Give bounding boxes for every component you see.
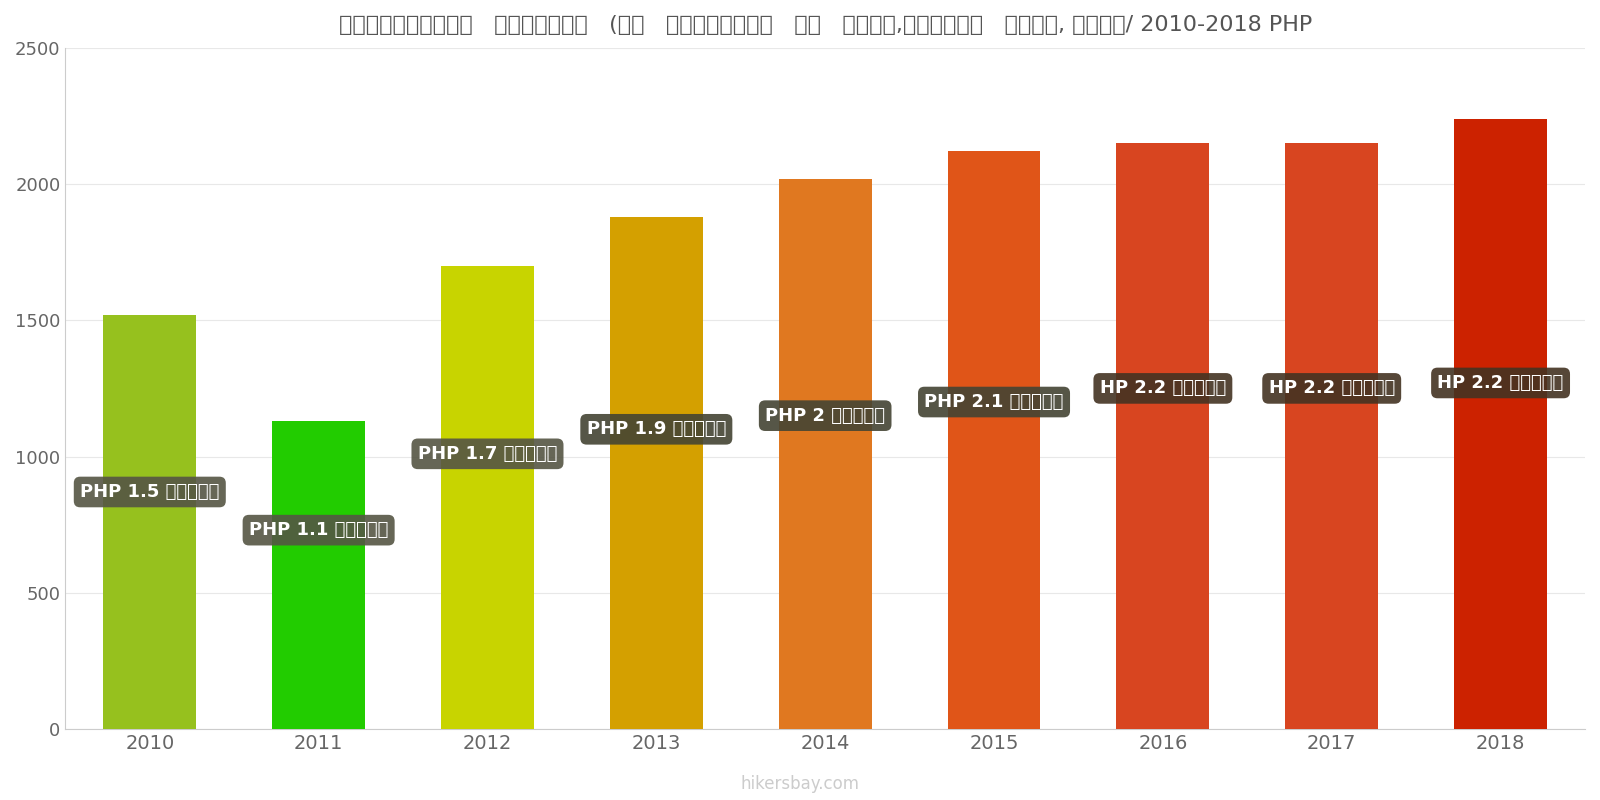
Text: hikersbay.com: hikersbay.com — [741, 775, 859, 793]
Text: PHP 2 हज़ार: PHP 2 हज़ार — [765, 406, 885, 425]
Text: HP 2.2 हज़ार: HP 2.2 हज़ार — [1269, 379, 1395, 398]
Title: फ़िलीपीन्स   इंटरनेट   (००   एमबीपीएस   या   अधिक,असीमित   डेटा, केबल/ 2010-2018: फ़िलीपीन्स इंटरनेट (०० एमबीपीएस या अधिक,… — [339, 15, 1312, 35]
Bar — [947, 151, 1040, 729]
Bar — [272, 421, 365, 729]
Bar — [779, 178, 872, 729]
Bar — [104, 315, 197, 729]
Text: PHP 1.7 हज़ार: PHP 1.7 हज़ार — [418, 445, 557, 463]
Bar — [1285, 143, 1378, 729]
Text: PHP 1.1 हज़ार: PHP 1.1 हज़ार — [250, 521, 389, 539]
Bar — [442, 266, 534, 729]
Text: HP 2.2 हज़ार: HP 2.2 हज़ार — [1437, 374, 1563, 392]
Bar — [1454, 118, 1547, 729]
Text: HP 2.2 हज़ार: HP 2.2 हज़ार — [1099, 379, 1226, 398]
Text: PHP 2.1 हज़ार: PHP 2.1 हज़ार — [925, 393, 1064, 411]
Bar — [1117, 143, 1210, 729]
Text: PHP 1.5 हज़ार: PHP 1.5 हज़ार — [80, 483, 219, 501]
Text: PHP 1.9 हज़ार: PHP 1.9 हज़ार — [587, 420, 726, 438]
Bar — [610, 217, 702, 729]
